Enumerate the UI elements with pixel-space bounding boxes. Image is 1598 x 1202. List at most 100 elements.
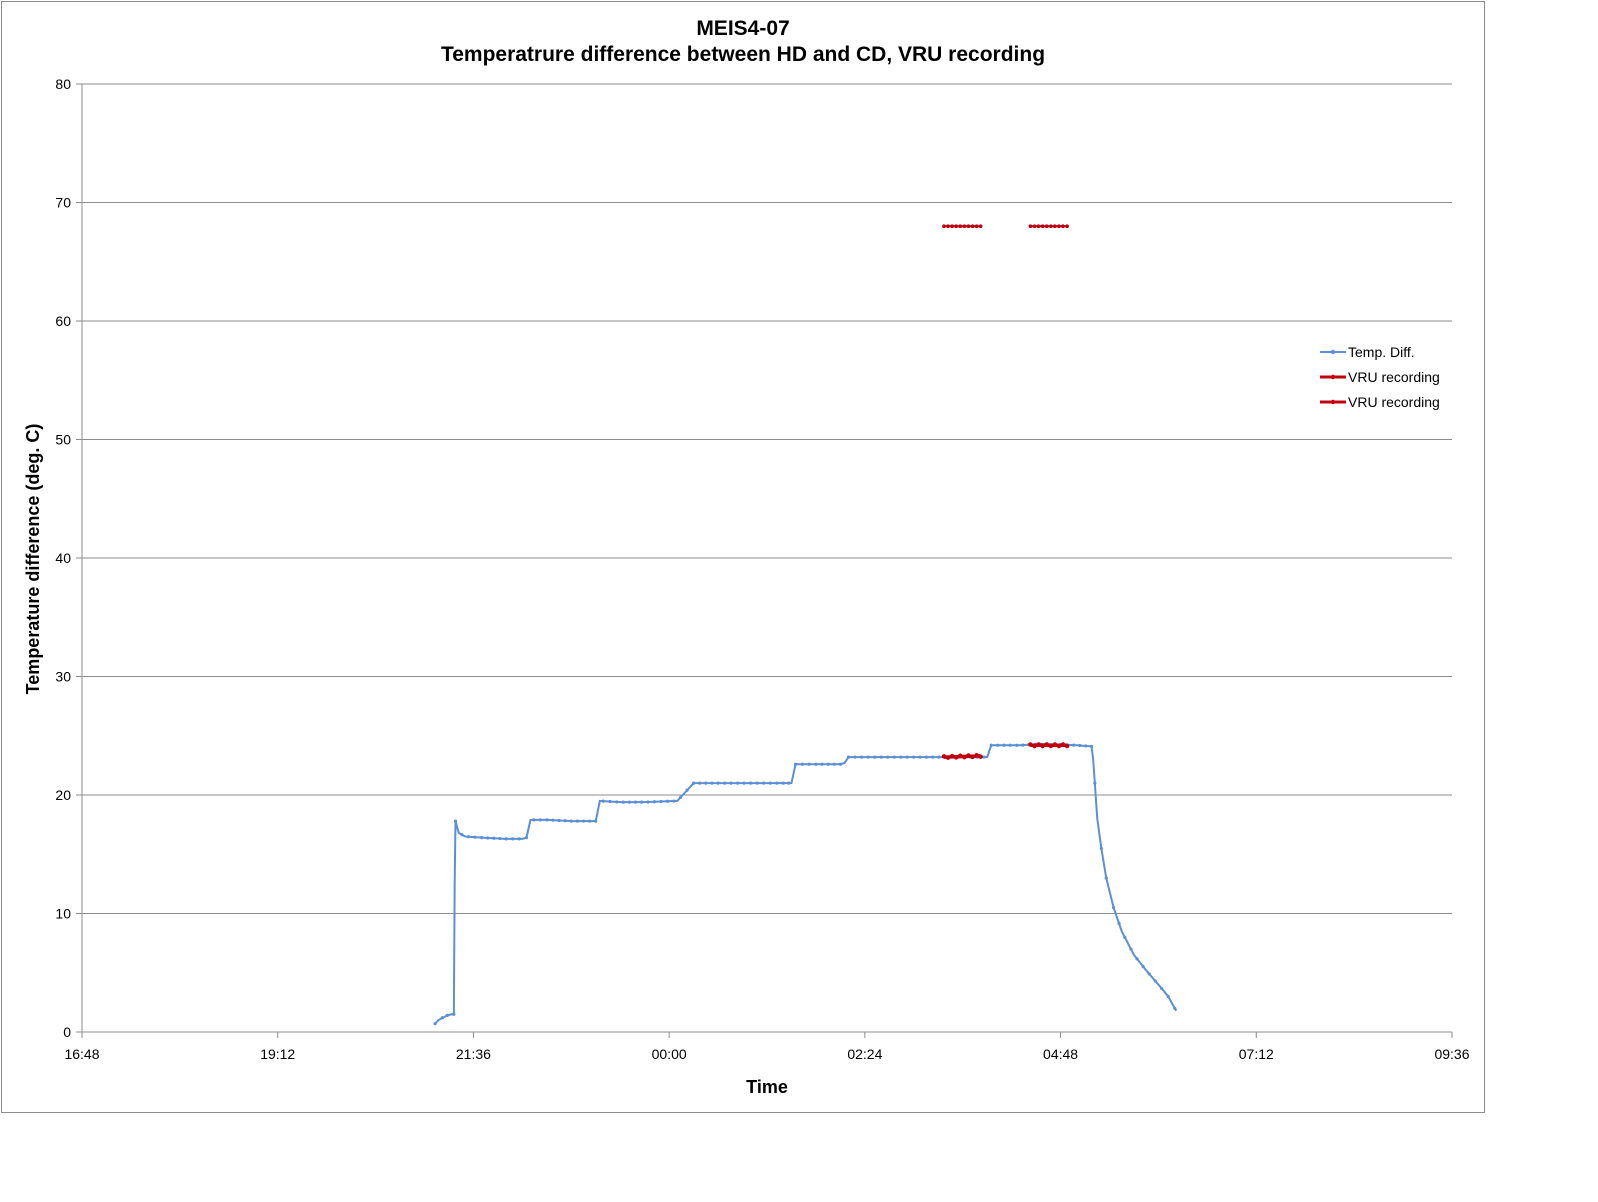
temp-diff-point [820, 762, 824, 766]
vru-point [978, 754, 983, 759]
y-tick-label-2: 20 [55, 787, 71, 803]
temp-diff-point [685, 788, 689, 792]
temp-diff-point [1141, 964, 1145, 969]
temp-diff-point [460, 833, 464, 837]
series-layer [433, 224, 1178, 1026]
temp-diff-point [581, 819, 586, 823]
vru-marker-point [954, 224, 958, 228]
temp-diff-point [937, 755, 941, 759]
y-tick-label-4: 40 [55, 550, 71, 566]
y-tick-label-3: 30 [55, 669, 71, 685]
vru-point [970, 754, 975, 760]
vru-point [1056, 743, 1062, 749]
temp-diff-point [924, 755, 928, 759]
temp-diff-point [787, 781, 791, 785]
vru-point [962, 755, 967, 760]
temp-diff-point [627, 800, 631, 804]
temp-diff-point [982, 755, 986, 759]
temp-diff-point [665, 799, 670, 803]
temp-diff-point [995, 743, 1000, 747]
vru-point [1032, 743, 1037, 749]
vru-point [1060, 742, 1066, 747]
temp-diff-point [879, 755, 883, 759]
vru-marker-point [1061, 224, 1065, 228]
temp-diff-point [652, 800, 657, 804]
temp-diff-point [853, 755, 857, 759]
vru-point [1052, 742, 1058, 747]
temp-diff-point [504, 837, 508, 841]
vru-marker-point [1032, 224, 1037, 228]
legend-marker-1 [1330, 374, 1336, 380]
y-tick-label-5: 50 [55, 432, 71, 448]
temp-diff-point [768, 781, 772, 785]
temp-diff-point [989, 743, 993, 747]
temp-diff-point [532, 818, 536, 822]
legend-label-0: Temp. Diff. [1348, 344, 1415, 360]
vru-marker-point [966, 224, 971, 228]
temp-diff-point [749, 781, 753, 785]
x-axis-title: Time [746, 1077, 788, 1097]
temp-diff-point [931, 755, 935, 759]
x-tick-label-4: 02:24 [847, 1046, 882, 1062]
vru-marker-point [974, 224, 979, 228]
chart-title: MEIS4-07 [696, 17, 789, 40]
temp-diff-point [452, 1012, 456, 1016]
x-tick-label-1: 19:12 [260, 1046, 295, 1062]
x-tick-label-2: 21:36 [456, 1046, 491, 1062]
temp-diff-point [814, 762, 818, 766]
temp-diff-point [736, 781, 740, 785]
temp-diff-point [1117, 921, 1121, 925]
temp-diff-point [1135, 957, 1139, 961]
temp-diff-point [492, 836, 496, 840]
temp-diff-point [569, 819, 573, 823]
temp-diff-point [698, 781, 702, 785]
temp-diff-point [498, 836, 502, 841]
temp-diff-point [755, 781, 759, 785]
temp-diff-point [742, 781, 746, 785]
legend-marker-2 [1330, 399, 1336, 405]
temp-diff-point [473, 835, 477, 839]
temp-diff-point [1078, 743, 1082, 748]
temp-diff-point [608, 799, 612, 804]
temp-diff-point [1089, 744, 1094, 749]
temp-diff-point [563, 819, 567, 823]
temp-diff-point [1015, 743, 1019, 747]
vru-point [949, 753, 955, 759]
temp-diff-point [1147, 972, 1151, 976]
temp-diff-point [1123, 935, 1127, 939]
temp-diff-point [510, 837, 515, 841]
vru-marker-point [1065, 224, 1069, 228]
temp-diff-point [524, 836, 529, 840]
temp-diff-point [551, 818, 555, 822]
series-line-temp-diff [434, 743, 1178, 1025]
temp-diff-point [453, 819, 458, 823]
temp-diff-point [710, 781, 714, 785]
temp-diff-point [704, 781, 708, 785]
vru-marker-point [1040, 224, 1045, 228]
temp-diff-point [557, 818, 561, 823]
temp-diff-point [575, 819, 580, 823]
temp-diff-point [545, 818, 549, 822]
temp-diff-point [1129, 947, 1133, 951]
temp-diff-point [716, 781, 720, 785]
legend-label-2: VRU recording [1348, 394, 1440, 410]
temp-diff-point [538, 818, 542, 822]
temp-diff-point [1166, 994, 1170, 999]
temp-diff-point [886, 755, 890, 759]
vru-marker-point [1048, 224, 1053, 228]
temp-diff-point [633, 800, 638, 804]
temp-diff-point [445, 1013, 449, 1018]
chart-svg: MEIS4-07 Temperatrure difference between… [23, 17, 1470, 1097]
vru-marker-point [970, 224, 975, 228]
temp-diff-point [912, 755, 916, 759]
temp-diff-point [899, 755, 903, 759]
temp-diff-point [866, 755, 870, 759]
temp-diff-point [1111, 905, 1116, 910]
y-tick-label-1: 10 [55, 906, 71, 922]
vru-marker-point [1036, 224, 1041, 228]
temp-diff-point [722, 781, 727, 785]
y-axis-title: Temperature difference (deg. C) [23, 424, 43, 695]
temp-diff-point [466, 835, 471, 839]
temp-diff-point [846, 755, 851, 759]
series-0 [433, 742, 1178, 1026]
